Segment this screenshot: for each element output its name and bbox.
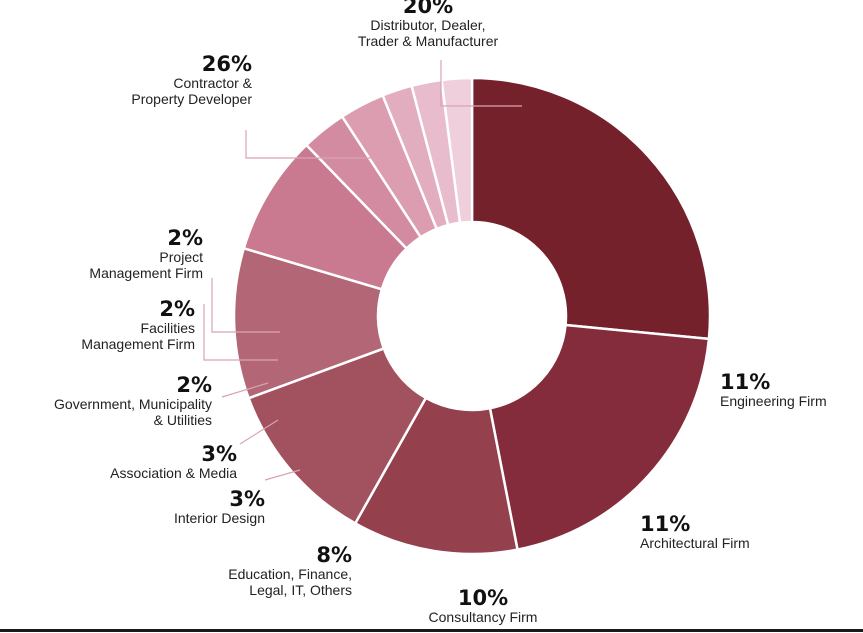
percent-label: 10% bbox=[458, 586, 508, 610]
percent-label: 11% bbox=[640, 512, 690, 536]
label-engineering-firm: 11%Engineering Firm bbox=[720, 370, 827, 409]
percent-label: 26% bbox=[202, 52, 252, 76]
percent-label: 2% bbox=[159, 297, 195, 321]
category-label-line: Engineering Firm bbox=[720, 393, 827, 409]
slice-engineering-firm bbox=[353, 396, 519, 556]
leader-lines bbox=[203, 60, 522, 481]
category-label-line: Contractor & bbox=[173, 75, 252, 91]
percent-label: 20% bbox=[403, 0, 453, 18]
percent-label: 2% bbox=[176, 373, 212, 397]
category-label-line: Government, Municipality bbox=[54, 396, 212, 412]
leader-line bbox=[203, 304, 278, 361]
category-label-line: Distributor, Dealer, bbox=[370, 17, 485, 33]
percent-label: 8% bbox=[316, 543, 352, 567]
slice-project-management-firm bbox=[440, 76, 474, 225]
leader-line bbox=[221, 382, 269, 398]
slice-architectural-firm bbox=[247, 346, 428, 526]
category-label-line: Facilities bbox=[141, 320, 195, 336]
category-label-line: Project bbox=[159, 249, 203, 265]
category-label-line: Association & Media bbox=[110, 465, 237, 481]
category-label-line: Education, Finance, bbox=[228, 566, 352, 582]
percent-label: 11% bbox=[720, 370, 770, 394]
leader-line bbox=[245, 130, 378, 159]
bottom-divider bbox=[0, 629, 863, 632]
category-label-line: Consultancy Firm bbox=[429, 609, 538, 625]
category-label-line: & Utilities bbox=[154, 412, 212, 428]
slice-contractor-property-developer bbox=[470, 76, 712, 341]
leader-line bbox=[440, 60, 522, 107]
label-education-finance-legal-it-others: 8%Education, Finance,Legal, IT, Others bbox=[228, 543, 352, 598]
category-label-line: Management Firm bbox=[81, 336, 195, 352]
label-architectural-firm: 11%Architectural Firm bbox=[640, 512, 750, 551]
percent-label: 2% bbox=[167, 226, 203, 250]
label-association-media: 3%Association & Media bbox=[110, 442, 237, 481]
category-label-line: Architectural Firm bbox=[640, 535, 750, 551]
leader-line bbox=[211, 278, 280, 333]
label-consultancy-firm: 10%Consultancy Firm bbox=[429, 586, 538, 625]
label-contractor-property-developer: 26%Contractor &Property Developer bbox=[131, 52, 252, 107]
label-distributor-dealer-trader-manufacturer: 20%Distributor, Dealer,Trader & Manufact… bbox=[358, 0, 499, 49]
category-label-line: Property Developer bbox=[131, 91, 252, 107]
category-label-line: Management Firm bbox=[89, 265, 203, 281]
category-label-line: Legal, IT, Others bbox=[249, 582, 352, 598]
slice-distributor-dealer-trader-manufacturer bbox=[488, 323, 711, 552]
category-label-line: Trader & Manufacturer bbox=[358, 33, 499, 49]
category-label-line: Interior Design bbox=[174, 510, 265, 526]
label-government-municipality-utilities: 2%Government, Municipality& Utilities bbox=[54, 373, 212, 428]
label-interior-design: 3%Interior Design bbox=[174, 487, 265, 526]
slice-labels: 26%Contractor &Property Developer 20%Dist… bbox=[54, 0, 827, 625]
leader-line bbox=[239, 419, 279, 445]
donut-slices bbox=[232, 76, 712, 556]
percent-label: 3% bbox=[201, 442, 237, 466]
leader-line bbox=[264, 469, 301, 481]
percent-label: 3% bbox=[229, 487, 265, 511]
